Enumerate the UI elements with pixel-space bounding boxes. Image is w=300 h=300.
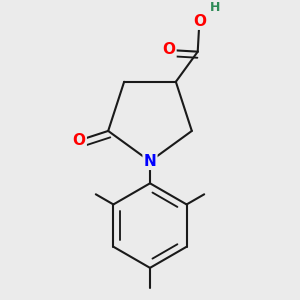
Text: O: O: [193, 14, 206, 29]
Text: H: H: [209, 1, 220, 14]
Text: O: O: [73, 133, 86, 148]
Text: N: N: [144, 154, 156, 169]
Text: O: O: [163, 43, 176, 58]
